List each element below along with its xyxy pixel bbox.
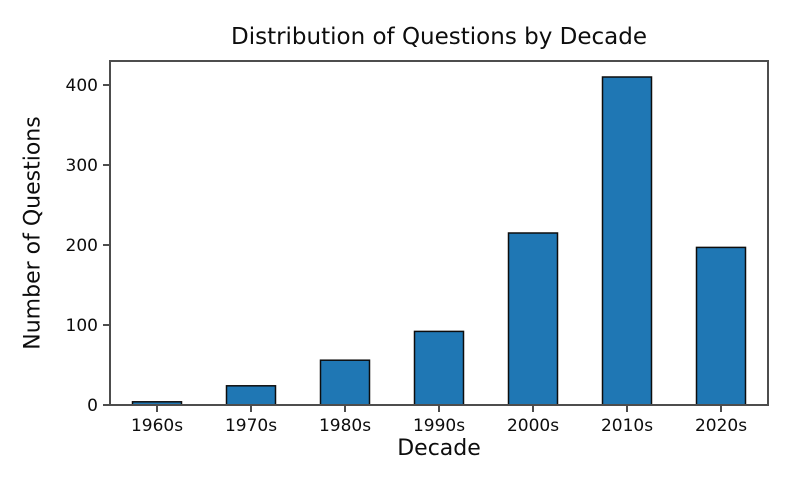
- x-tick-label: 2020s: [695, 416, 747, 436]
- y-tick-label: 400: [66, 76, 98, 96]
- y-tick-label: 300: [66, 156, 98, 176]
- bar-1970s: [225, 385, 277, 406]
- bar-1980s: [319, 359, 371, 406]
- x-tick-label: 2010s: [601, 416, 653, 436]
- y-tick-label: 100: [66, 316, 98, 336]
- x-tick-label: 2000s: [507, 416, 559, 436]
- x-tick-label: 1970s: [225, 416, 277, 436]
- bar-1990s: [413, 330, 465, 406]
- bar-2020s: [695, 246, 747, 406]
- x-tick-label: 1990s: [413, 416, 465, 436]
- bar-2010s: [601, 76, 653, 406]
- x-axis-label: Decade: [397, 436, 481, 461]
- x-tick-label: 1980s: [319, 416, 371, 436]
- axes-spines: [109, 60, 769, 406]
- x-tick-label: 1960s: [131, 416, 183, 436]
- bar-2000s: [507, 232, 559, 406]
- chart-title: Distribution of Questions by Decade: [230, 24, 647, 50]
- y-tick-label: 200: [66, 236, 98, 256]
- y-tick-label: 0: [87, 396, 98, 416]
